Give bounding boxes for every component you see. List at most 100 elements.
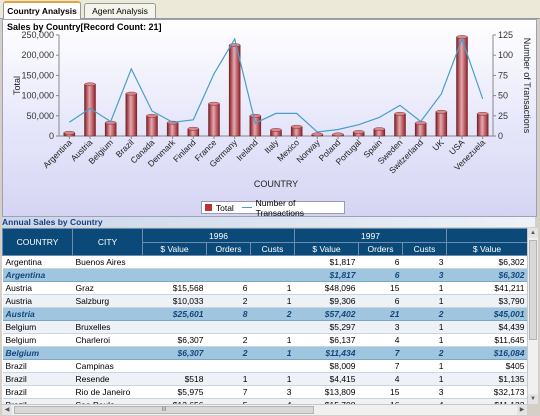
- chart-legend: Total Number of Transactions: [201, 198, 345, 218]
- table-row[interactable]: Brazil Resende $518 1 1 $4,415 4 1 $1,135: [2, 372, 527, 386]
- y2-tick-label: 75: [498, 70, 508, 80]
- legend-total-label: Total: [215, 202, 234, 213]
- header-city[interactable]: CITY: [72, 228, 143, 256]
- cell-custs: 1: [402, 333, 447, 347]
- bar-cap: [290, 124, 303, 129]
- y-tick-label: 200,000: [21, 50, 54, 60]
- header-value[interactable]: $ Value: [142, 242, 207, 256]
- cell-country: Austria: [2, 307, 73, 321]
- cell-value: $16,084: [446, 346, 527, 360]
- cell-custs: [250, 320, 295, 334]
- cell-custs: 1: [250, 372, 295, 386]
- table-row[interactable]: Argentina Buenos Aires $1,817 6 3 $6,302: [2, 255, 527, 269]
- cell-city: Salzburg: [72, 294, 143, 308]
- legend-line-swatch: [241, 207, 252, 208]
- header-value[interactable]: $ Value: [294, 242, 359, 256]
- bar: [228, 44, 241, 137]
- bar-cap: [187, 126, 200, 131]
- table-row[interactable]: Austria Graz $15,568 6 1 $48,096 15 1 $41,211: [2, 281, 527, 295]
- table-row[interactable]: BrazilSao Paulo$13,65654$15,708164$11,12…: [2, 398, 527, 404]
- scroll-right-arrow-icon[interactable]: ▶: [517, 405, 527, 415]
- vertical-scrollbar[interactable]: ▲ ▼: [527, 228, 538, 404]
- cell-custs: [250, 255, 295, 269]
- cell-value: $57,402: [294, 307, 359, 321]
- cell-city: [72, 307, 143, 321]
- y-tick-label: 250,000: [21, 30, 54, 40]
- cell-orders: [206, 255, 251, 269]
- header-orders[interactable]: Orders: [206, 242, 251, 256]
- subtotal-row[interactable]: Austria $25,601 8 2 $57,402 21 2 $45,001: [2, 307, 527, 321]
- header-year-next[interactable]: [446, 228, 527, 243]
- cell-city: Rio de Janeiro: [72, 385, 143, 399]
- cell-orders: 2: [206, 333, 251, 347]
- cell-value: $41,211: [446, 281, 527, 295]
- y-axis-title: Total: [12, 76, 22, 95]
- subtotal-row[interactable]: Argentina $1,817 6 3 $6,302: [2, 268, 527, 282]
- cell-value: $1,817: [294, 268, 359, 282]
- cell-country: Argentina: [2, 268, 73, 282]
- horizontal-scrollbar[interactable]: ◀ III ▶: [2, 404, 527, 415]
- cell-orders: 6: [358, 268, 403, 282]
- cell-city: Buenos Aires: [72, 255, 143, 269]
- cell-country: Belgium: [2, 333, 73, 347]
- cell-value: $9,306: [294, 294, 359, 308]
- cell-value: $10,033: [142, 294, 207, 308]
- cell-custs: 1: [402, 372, 447, 386]
- bar-cap: [146, 114, 158, 118]
- cell-country: Brazil: [2, 372, 73, 386]
- vertical-scroll-thumb[interactable]: [529, 240, 537, 340]
- cell-orders: 7: [358, 346, 403, 360]
- cell-custs: 1: [250, 281, 295, 295]
- cell-orders: 3: [358, 320, 403, 334]
- header-custs[interactable]: Custs: [402, 242, 447, 256]
- cell-value: $32,173: [446, 385, 527, 399]
- header-value[interactable]: $ Value: [446, 242, 527, 256]
- cell-custs: 3: [402, 255, 447, 269]
- tab-country-analysis[interactable]: Country Analysis: [3, 1, 81, 20]
- cell-custs: 3: [402, 268, 447, 282]
- scroll-left-arrow-icon[interactable]: ◀: [2, 405, 12, 415]
- subtotal-row[interactable]: Belgium $6,307 2 1 $11,434 7 2 $16,084: [2, 346, 527, 360]
- cell-value: $11,122: [446, 398, 527, 404]
- table-row[interactable]: Brazil Rio de Janeiro $5,975 7 3 $13,809 15 3 $3…: [2, 385, 527, 399]
- tab-strip: Country Analysis Agent Analysis: [0, 0, 540, 20]
- horizontal-scroll-thumb[interactable]: III: [14, 406, 314, 414]
- header-country[interactable]: COUNTRY: [2, 228, 73, 256]
- sales-chart: 0 50,000 100,000 150,000 200,000 250,000 0 25 50…: [12, 30, 532, 189]
- cell-city: Campinas: [72, 359, 143, 373]
- cell-custs: 2: [250, 307, 295, 321]
- header-year-1996[interactable]: 1996: [142, 228, 295, 243]
- bar-cap: [84, 82, 96, 87]
- cell-value: $45,001: [446, 307, 527, 321]
- cell-orders: 8: [206, 307, 251, 321]
- table-row[interactable]: Brazil Campinas $8,009 7 1 $405: [2, 359, 527, 373]
- cell-orders: 4: [358, 372, 403, 386]
- cell-value: $3,790: [446, 294, 527, 308]
- tab-agent-analysis[interactable]: Agent Analysis: [84, 3, 156, 18]
- sales-chart-panel: Sales by Country[Record Count: 21] 0 50,0…: [2, 19, 537, 218]
- x-axis-title: COUNTRY: [254, 179, 298, 189]
- table-row[interactable]: Austria Salzburg $10,033 2 1 $9,306 6 1 $3,790: [2, 294, 527, 308]
- cell-orders: [206, 359, 251, 373]
- cell-country: Brazil: [2, 359, 73, 373]
- bar: [394, 113, 406, 137]
- scroll-up-arrow-icon[interactable]: ▲: [528, 228, 538, 238]
- bar: [146, 115, 158, 137]
- cell-custs: 3: [250, 385, 295, 399]
- cell-value: $6,302: [446, 255, 527, 269]
- cell-custs: 2: [402, 307, 447, 321]
- cell-orders: 6: [358, 255, 403, 269]
- cell-country: Austria: [2, 294, 73, 308]
- table-row[interactable]: Belgium Charleroi $6,307 2 1 $6,137 4 1 $11,645: [2, 333, 527, 347]
- scroll-down-arrow-icon[interactable]: ▼: [528, 394, 538, 404]
- y-tick-label: 0: [49, 131, 54, 141]
- cell-value: $5,975: [142, 385, 207, 399]
- bar: [208, 103, 220, 137]
- table-row[interactable]: Belgium Bruxelles $5,297 3 1 $4,439: [2, 320, 527, 334]
- header-custs[interactable]: Custs: [250, 242, 295, 256]
- header-year-1997[interactable]: 1997: [294, 228, 447, 243]
- cell-value: [142, 255, 207, 269]
- y2-tick-label: 100: [498, 50, 513, 60]
- cell-value: $25,601: [142, 307, 207, 321]
- header-orders[interactable]: Orders: [358, 242, 403, 256]
